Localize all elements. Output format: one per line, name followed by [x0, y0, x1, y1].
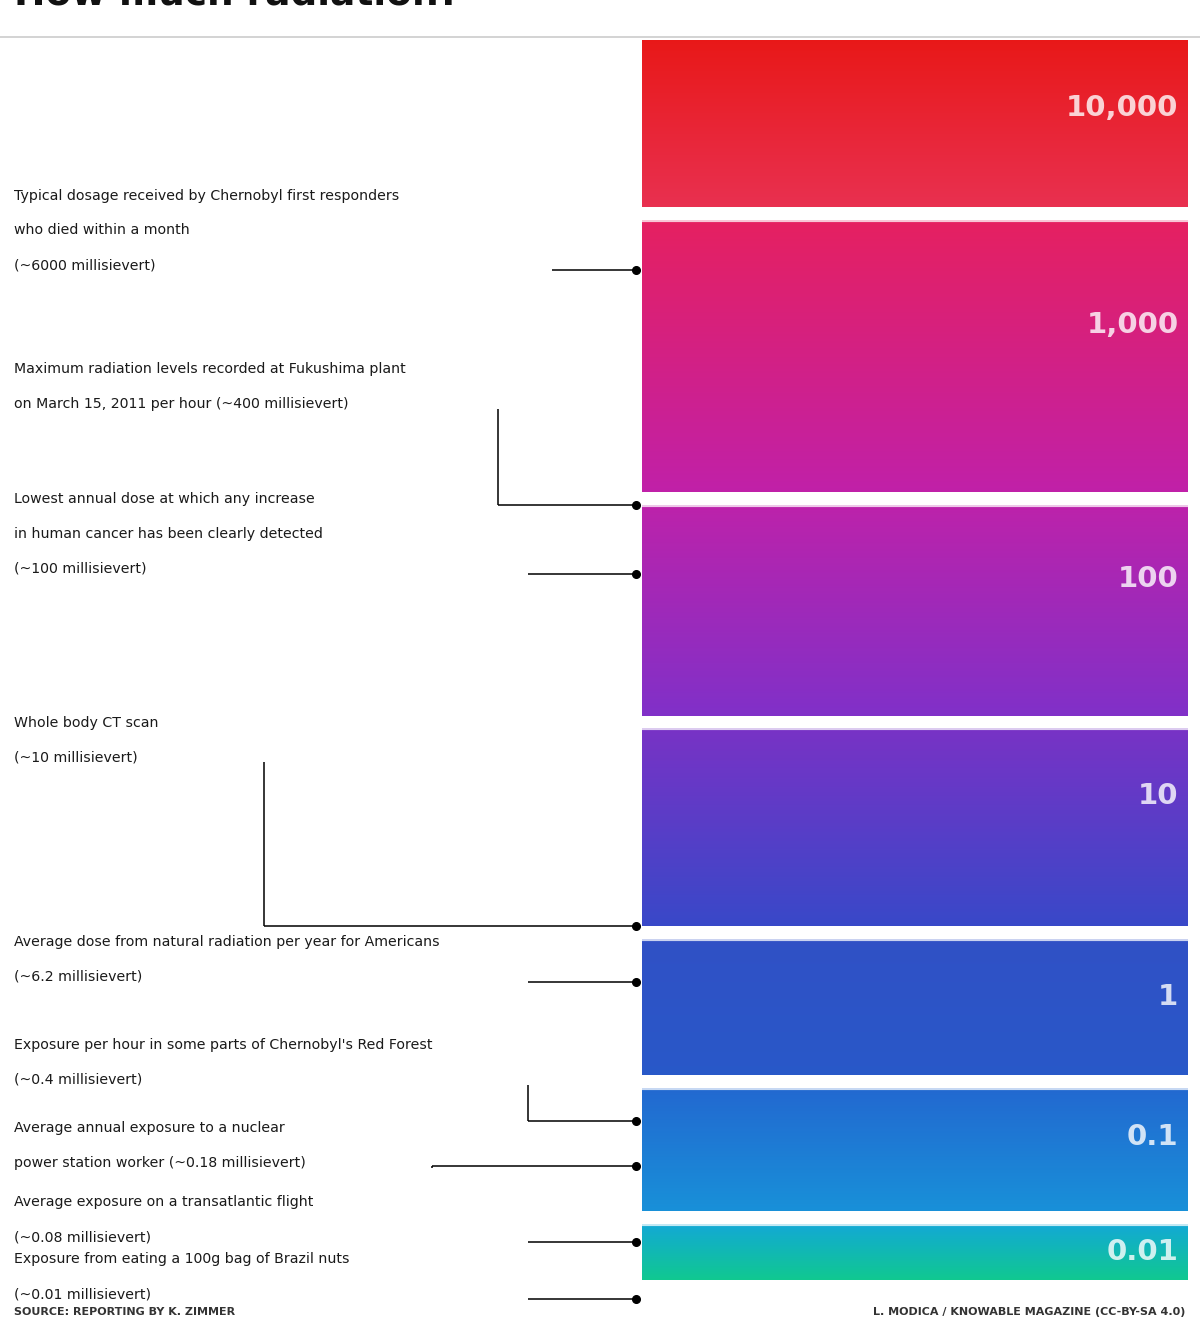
Text: Whole body CT scan: Whole body CT scan	[14, 716, 158, 729]
Text: L. MODICA / KNOWABLE MAGAZINE (CC-BY-SA 4.0): L. MODICA / KNOWABLE MAGAZINE (CC-BY-SA …	[874, 1306, 1186, 1317]
Text: (~10 millisievert): (~10 millisievert)	[14, 750, 138, 764]
Text: (~6000 millisievert): (~6000 millisievert)	[14, 259, 156, 272]
Text: Lowest annual dose at which any increase: Lowest annual dose at which any increase	[14, 492, 316, 507]
Text: Exposure per hour in some parts of Chernobyl's Red Forest: Exposure per hour in some parts of Chern…	[14, 1038, 433, 1052]
Text: (~0.01 millisievert): (~0.01 millisievert)	[14, 1288, 151, 1301]
Text: 0.1: 0.1	[1127, 1124, 1178, 1152]
Text: How much radiation?: How much radiation?	[14, 0, 461, 12]
Text: Typical dosage received by Chernobyl first responders: Typical dosage received by Chernobyl fir…	[14, 189, 400, 203]
Text: 10: 10	[1138, 782, 1178, 810]
Text: Average exposure on a transatlantic flight: Average exposure on a transatlantic flig…	[14, 1196, 313, 1209]
Text: 1,000: 1,000	[1086, 311, 1178, 339]
Text: 0.01: 0.01	[1106, 1238, 1178, 1266]
Text: in human cancer has been clearly detected: in human cancer has been clearly detecte…	[14, 527, 323, 541]
Text: 1: 1	[1158, 982, 1178, 1010]
Text: SOURCE: REPORTING BY K. ZIMMER: SOURCE: REPORTING BY K. ZIMMER	[14, 1306, 235, 1317]
Text: on March 15, 2011 per hour (~400 millisievert): on March 15, 2011 per hour (~400 millisi…	[14, 397, 349, 411]
Text: Average annual exposure to a nuclear: Average annual exposure to a nuclear	[14, 1121, 286, 1134]
Text: who died within a month: who died within a month	[14, 224, 190, 237]
Text: (~0.08 millisievert): (~0.08 millisievert)	[14, 1230, 151, 1244]
Text: power station worker (~0.18 millisievert): power station worker (~0.18 millisievert…	[14, 1156, 306, 1170]
Text: Maximum radiation levels recorded at Fukushima plant: Maximum radiation levels recorded at Fuk…	[14, 363, 406, 376]
Text: (~100 millisievert): (~100 millisievert)	[14, 563, 146, 576]
Text: Average dose from natural radiation per year for Americans: Average dose from natural radiation per …	[14, 934, 440, 949]
Text: 10,000: 10,000	[1066, 95, 1178, 123]
Text: Exposure from eating a 100g bag of Brazil nuts: Exposure from eating a 100g bag of Brazi…	[14, 1253, 350, 1266]
Text: 100: 100	[1117, 565, 1178, 593]
Text: (~0.4 millisievert): (~0.4 millisievert)	[14, 1073, 143, 1086]
Text: (~6.2 millisievert): (~6.2 millisievert)	[14, 970, 143, 984]
